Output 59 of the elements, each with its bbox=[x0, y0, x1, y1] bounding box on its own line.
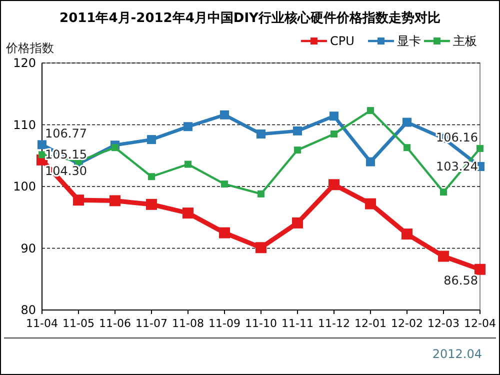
point bbox=[366, 157, 375, 166]
point bbox=[256, 242, 266, 254]
x-tick-label: 12-03 bbox=[428, 317, 460, 330]
x-tick-label: 11-07 bbox=[136, 317, 168, 330]
x-tick-label: 11-08 bbox=[172, 317, 204, 330]
point bbox=[112, 144, 118, 152]
x-tick-label: 11-10 bbox=[245, 317, 277, 330]
point bbox=[146, 198, 157, 210]
y-tick-label: 120 bbox=[13, 56, 36, 70]
point bbox=[438, 250, 449, 262]
point bbox=[476, 144, 484, 152]
point bbox=[402, 118, 412, 127]
x-tick-label: 11-04 bbox=[26, 317, 58, 330]
point bbox=[38, 151, 46, 158]
point bbox=[404, 144, 410, 152]
y-tick-label: 80 bbox=[20, 303, 36, 317]
x-tick-label: 11-09 bbox=[208, 317, 240, 330]
point bbox=[258, 190, 264, 198]
point bbox=[365, 198, 376, 210]
legend-label: CPU bbox=[330, 34, 354, 48]
point bbox=[110, 195, 120, 206]
point bbox=[330, 112, 338, 121]
point bbox=[219, 227, 230, 238]
point bbox=[330, 130, 338, 138]
y-tick-label: 110 bbox=[13, 118, 36, 132]
point bbox=[184, 160, 192, 168]
point bbox=[328, 179, 340, 190]
point bbox=[182, 208, 194, 219]
point bbox=[293, 126, 302, 136]
x-tick-label: 12-04 bbox=[464, 317, 496, 330]
point bbox=[292, 217, 303, 228]
point bbox=[367, 107, 374, 114]
point bbox=[440, 188, 447, 196]
x-tick-label: 11-05 bbox=[62, 317, 94, 330]
text: 2012.04 bbox=[432, 347, 482, 361]
point bbox=[184, 122, 192, 132]
point bbox=[148, 173, 155, 180]
point bbox=[73, 194, 84, 206]
data-label: 86.58 bbox=[444, 273, 478, 288]
y-axis-title: 价格指数 bbox=[5, 41, 54, 55]
x-tick-label: 11-06 bbox=[99, 317, 131, 330]
x-tick-label: 11-12 bbox=[318, 317, 350, 330]
legend-label: 主板 bbox=[453, 34, 477, 48]
y-tick-label: 90 bbox=[20, 241, 36, 256]
point bbox=[474, 264, 486, 275]
y-tick-label: 100 bbox=[13, 180, 36, 194]
point bbox=[256, 130, 266, 139]
x-tick-label: 12-02 bbox=[391, 317, 423, 330]
x-tick-label: 11-11 bbox=[282, 317, 314, 330]
x-tick-label: 12-01 bbox=[354, 317, 386, 330]
point bbox=[147, 135, 156, 144]
point bbox=[294, 146, 301, 154]
point bbox=[402, 228, 412, 240]
point bbox=[220, 110, 229, 120]
point bbox=[221, 180, 228, 188]
legend-label: 显卡 bbox=[397, 34, 421, 48]
point bbox=[38, 140, 46, 150]
chart-title: 2011年4月-2012年4月中国DIY行业核心硬件价格指数走势对比 bbox=[60, 10, 440, 26]
data-label: 106.77 bbox=[45, 126, 87, 141]
